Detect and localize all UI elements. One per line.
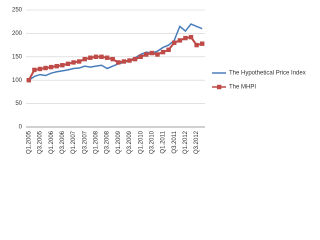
x-tick-label: Q1.2009	[116, 130, 122, 154]
point-marker	[82, 56, 87, 62]
y-tick-label: 150	[12, 54, 23, 60]
y-tick-label: 250	[12, 8, 23, 14]
y-tick-label: 0	[19, 125, 23, 131]
point-marker	[188, 34, 194, 40]
point-marker	[116, 60, 121, 65]
legend-label: The MHPI	[229, 85, 256, 91]
y-tick-label: 100	[12, 78, 23, 84]
point-marker	[132, 56, 138, 62]
x-tick-label: Q3.2011	[172, 130, 178, 153]
x-tick-label: Q3.2006	[60, 130, 66, 154]
point-marker	[160, 49, 166, 55]
point-marker	[43, 65, 48, 71]
point-marker	[166, 47, 171, 52]
x-tick-label: Q3.2007	[82, 130, 88, 154]
point-marker	[110, 56, 115, 62]
legend-marker	[217, 84, 222, 90]
x-tick-label: Q1.2008	[94, 130, 100, 154]
point-marker	[194, 42, 199, 48]
point-marker	[65, 61, 71, 67]
point-marker	[76, 59, 82, 64]
point-marker	[149, 50, 155, 56]
chart: 0 50 100 150 200 250 Q1.2005 Q3.2005 Q1.2006 Q3.2…	[12, 8, 306, 154]
point-marker	[37, 66, 43, 72]
point-marker	[200, 41, 205, 46]
point-marker	[26, 78, 31, 83]
point-marker	[138, 54, 143, 59]
point-marker	[88, 55, 93, 60]
x-tick-label: Q1.2007	[71, 130, 77, 154]
point-marker	[183, 35, 188, 41]
x-tick-label: Q3.2008	[105, 130, 111, 154]
x-tick-label: Q3.2010	[149, 130, 155, 154]
point-marker	[54, 63, 59, 69]
x-tick-label: Q1.2010	[138, 130, 144, 154]
x-tick-label: Q3.2009	[127, 130, 133, 154]
point-marker	[121, 59, 127, 64]
x-tick-label: Q1.2006	[49, 130, 55, 154]
point-marker	[155, 52, 160, 57]
point-marker	[71, 60, 76, 65]
point-marker	[104, 55, 110, 60]
point-marker	[99, 54, 104, 59]
point-marker	[32, 67, 37, 73]
y-tick-label: 50	[15, 101, 22, 107]
point-marker	[177, 38, 183, 43]
x-tick-label: Q1.2005	[26, 130, 32, 154]
y-tick-label: 200	[12, 31, 23, 37]
point-marker	[48, 64, 54, 70]
point-marker	[60, 63, 65, 68]
point-marker	[93, 54, 99, 59]
x-tick-label: Q1.2011	[161, 130, 167, 153]
point-marker	[172, 40, 177, 45]
x-tick-label: Q3.2005	[38, 130, 44, 154]
x-tick-label: Q1.2012	[183, 130, 189, 154]
point-marker	[127, 58, 132, 63]
x-tick-label: Q3.2012	[194, 130, 200, 154]
legend-label: The Hypothetical Price Index	[229, 71, 306, 77]
series-line	[28, 23, 203, 81]
point-marker	[144, 52, 149, 57]
